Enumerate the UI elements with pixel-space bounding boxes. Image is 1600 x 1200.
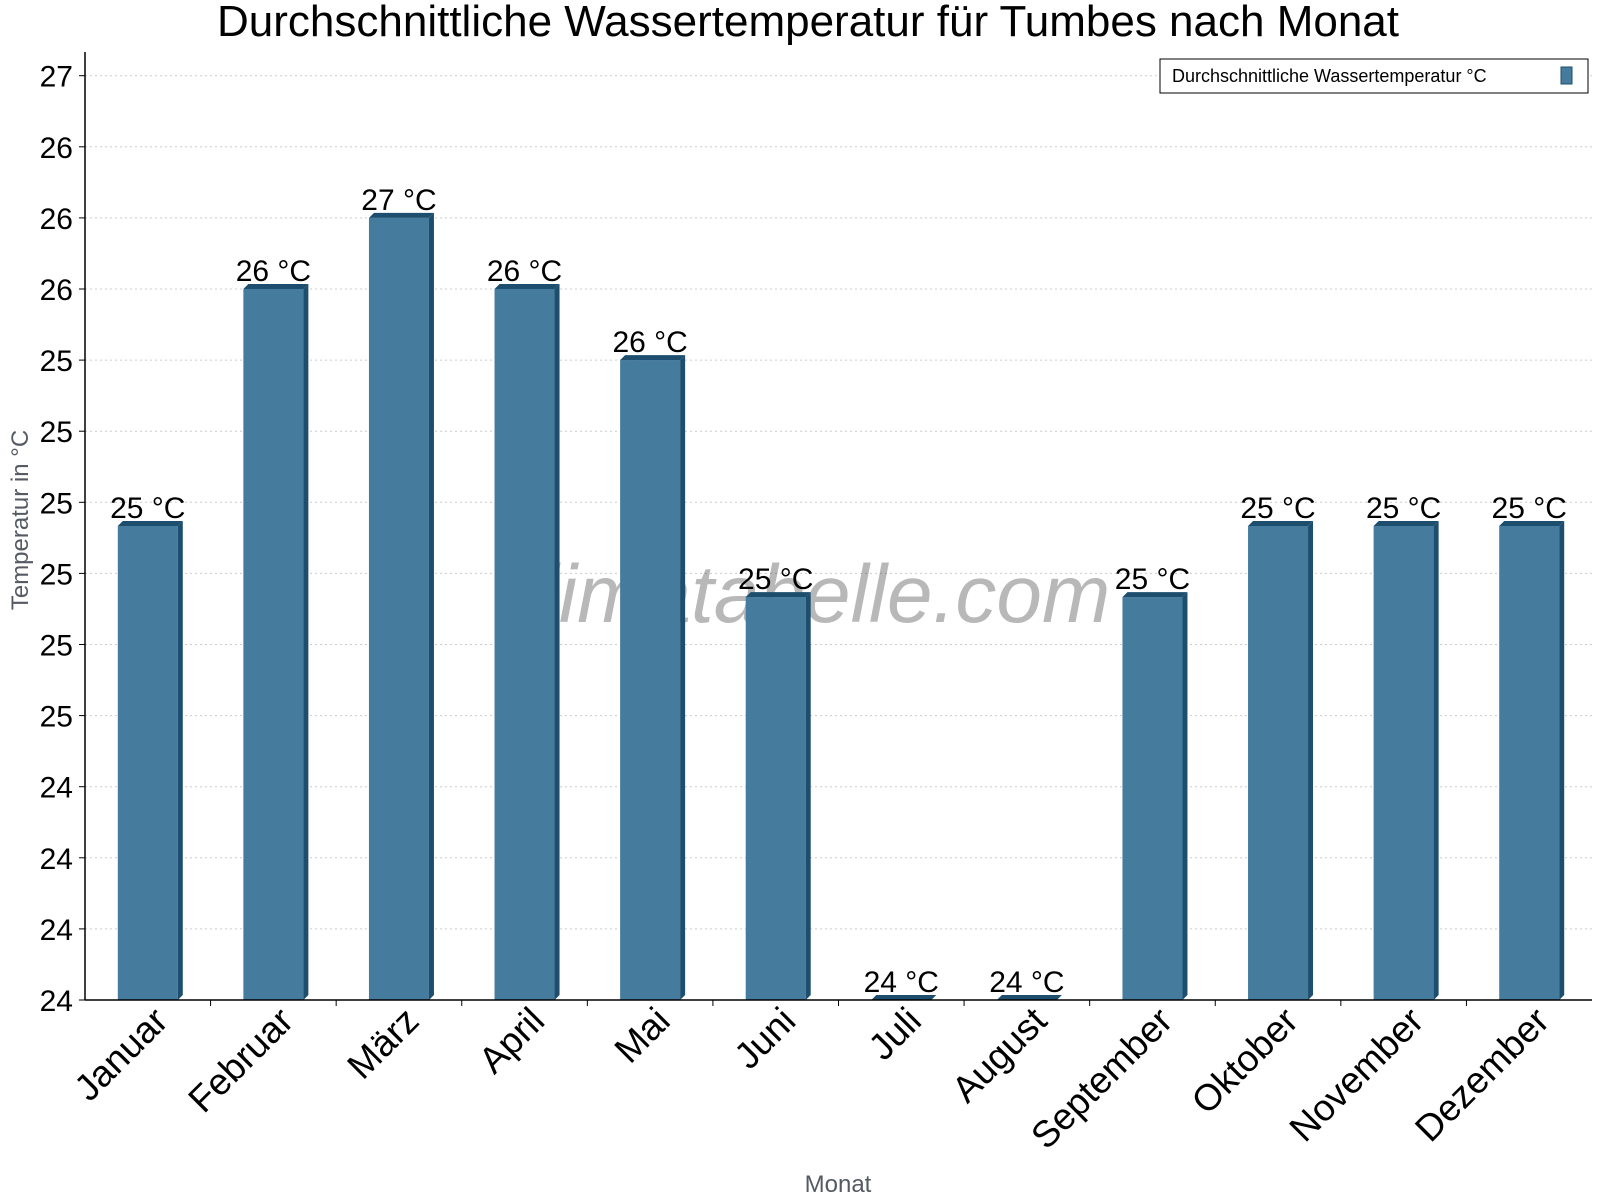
y-tick-label: 25 xyxy=(40,701,73,734)
bar-4: 26 °C xyxy=(612,326,688,1001)
bar-top xyxy=(871,995,937,1000)
y-tick-label: 26 xyxy=(40,203,73,236)
legend-swatch xyxy=(1560,66,1573,85)
data-label: 24 °C xyxy=(864,966,939,999)
x-tick-label: August xyxy=(944,999,1055,1110)
bar-top xyxy=(1499,521,1565,526)
bar-5: 25 °C xyxy=(738,563,813,1000)
y-tick-label: 25 xyxy=(40,630,73,663)
bar-top xyxy=(620,355,686,361)
x-tick-label: April xyxy=(471,1000,552,1081)
bar-side xyxy=(1308,521,1314,1000)
bar-7: 24 °C xyxy=(989,966,1065,1000)
bar-face xyxy=(1248,526,1309,1000)
y-tick-label: 25 xyxy=(40,416,73,449)
bar-3: 26 °C xyxy=(487,255,562,1000)
x-axis-ticks: Januar Februar März April Mai Juni Juli AugustS… xyxy=(66,999,1556,1156)
x-tick-label: Oktober xyxy=(1184,1000,1306,1122)
bar-side xyxy=(428,212,434,1000)
data-label: 26 °C xyxy=(612,326,687,359)
data-label: 26 °C xyxy=(236,255,311,288)
legend-box xyxy=(1159,58,1589,94)
bar-side xyxy=(1182,592,1188,1000)
chart-title: Durchschnittliche Wassertemperatur für T… xyxy=(217,0,1399,46)
bar-6: 24 °C xyxy=(864,966,939,1000)
bar-face xyxy=(620,360,681,1001)
bar-side xyxy=(177,521,183,1000)
bar-side xyxy=(1559,521,1565,1000)
bar-face xyxy=(1499,526,1560,1000)
bar-side xyxy=(1433,521,1439,1000)
bar-face xyxy=(1373,526,1434,1000)
bar-face xyxy=(745,597,806,1000)
data-label: 25 °C xyxy=(1366,492,1441,525)
bar-9: 25 °C xyxy=(1240,492,1316,1000)
x-tick-label: Dezember xyxy=(1407,1000,1557,1150)
data-label: 27 °C xyxy=(361,184,436,217)
bar-face xyxy=(117,526,178,1000)
y-tick-label: 27 xyxy=(40,61,73,94)
legend: Durchschnittliche Wassertemperatur °C xyxy=(1159,58,1589,94)
bar-face xyxy=(494,289,555,1000)
bar-top xyxy=(996,995,1062,1000)
bar-side xyxy=(303,284,309,1000)
x-axis-label: Monat xyxy=(805,1171,872,1198)
data-label: 25 °C xyxy=(1492,492,1567,525)
data-label: 25 °C xyxy=(1115,563,1190,596)
y-tick-label: 24 xyxy=(40,914,73,947)
bar-top xyxy=(1122,592,1188,598)
bar-top xyxy=(494,284,560,289)
bar-top xyxy=(117,521,183,526)
data-label: 24 °C xyxy=(989,966,1064,999)
y-tick-label: 24 xyxy=(40,985,73,1018)
bar-face xyxy=(368,217,429,1000)
y-axis-ticks: 24 24 24 24 25 25 25 25 25 25 26 26 26 27 xyxy=(40,61,85,1018)
x-tick-label: Januar xyxy=(66,1000,175,1109)
data-label: 26 °C xyxy=(487,255,562,288)
bar-10: 25 °C xyxy=(1366,492,1441,1000)
bar-face xyxy=(1122,597,1183,1000)
x-tick-label: Mai xyxy=(607,1000,678,1071)
bar-1: 26 °C xyxy=(236,255,311,1000)
y-tick-label: 25 xyxy=(40,558,73,591)
bar-top xyxy=(1373,521,1439,526)
x-tick-label: November xyxy=(1282,1000,1432,1150)
x-tick-label: März xyxy=(339,1000,426,1087)
bar-top xyxy=(368,212,434,218)
bar-series: 25 °C 26 °C 27 °C 26 °C 26 °C 25 °C 24 °C 24 °C… xyxy=(110,184,1567,1001)
y-tick-label: 24 xyxy=(40,772,73,805)
data-label: 25 °C xyxy=(1240,492,1315,525)
x-tick-label: Juli xyxy=(861,1000,929,1068)
y-axis-label: Temperatur in °C xyxy=(7,430,34,610)
y-tick-label: 24 xyxy=(40,843,73,876)
y-tick-label: 25 xyxy=(40,345,73,378)
legend-label: Durchschnittliche Wassertemperatur °C xyxy=(1172,66,1487,86)
bar-face xyxy=(243,289,304,1000)
bar-11: 25 °C xyxy=(1492,492,1567,1000)
bar-top xyxy=(1248,521,1314,526)
data-label: 25 °C xyxy=(738,563,813,596)
bar-side xyxy=(680,355,686,1001)
bar-8: 25 °C xyxy=(1115,563,1190,1000)
x-tick-label: Juni xyxy=(726,1000,803,1077)
bar-2: 27 °C xyxy=(361,184,437,1000)
y-tick-label: 26 xyxy=(40,274,73,307)
bar-top xyxy=(745,592,811,598)
bar-side xyxy=(805,592,811,1000)
y-tick-label: 26 xyxy=(40,132,73,165)
y-tick-label: 25 xyxy=(40,487,73,520)
bar-top xyxy=(243,284,309,289)
x-tick-label: Februar xyxy=(180,1000,301,1121)
data-label: 25 °C xyxy=(110,492,185,525)
bar-side xyxy=(554,284,560,1000)
bar-0: 25 °C xyxy=(110,492,185,1000)
